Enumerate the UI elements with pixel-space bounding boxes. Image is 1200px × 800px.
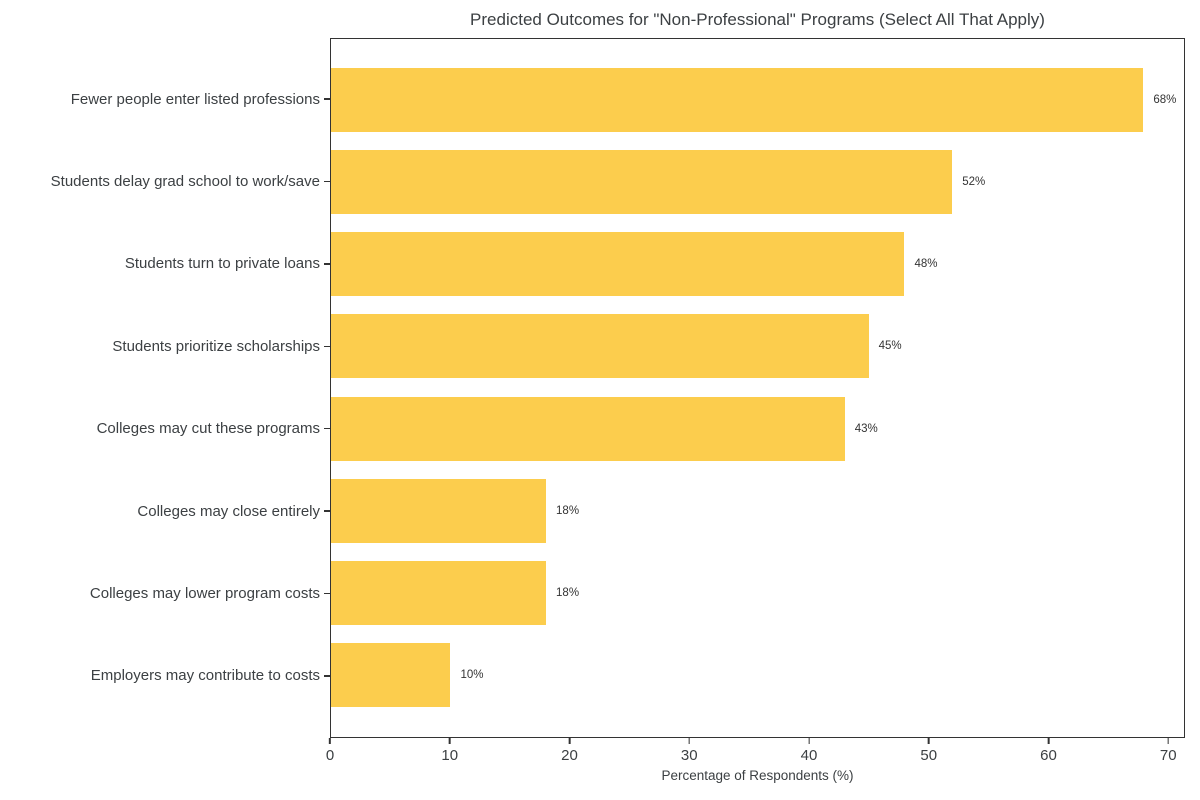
bar-row: 45%	[331, 305, 1184, 387]
x-tick-mark	[1047, 738, 1050, 744]
x-tick: 0	[326, 738, 334, 764]
category-label: Colleges may close entirely	[137, 502, 320, 520]
category-label: Students delay grad school to work/save	[50, 173, 320, 191]
bar-row: 10%	[331, 634, 1184, 716]
y-category-cell: Employers may contribute to costs	[0, 635, 330, 717]
bar	[331, 314, 869, 379]
plot-area: 68% 52% 48% 45% 43% 18% 18% 10%	[330, 38, 1185, 738]
bar	[331, 642, 451, 707]
y-category-cell: Fewer people enter listed professions	[0, 58, 330, 140]
bar-row: 52%	[331, 141, 1184, 223]
y-category-cell: Colleges may close entirely	[0, 470, 330, 552]
y-category-cell: Colleges may lower program costs	[0, 552, 330, 634]
value-label: 10%	[460, 668, 484, 681]
category-label: Students prioritize scholarships	[112, 337, 320, 355]
bar	[331, 560, 547, 625]
y-tick-mark	[324, 180, 330, 183]
value-label: 52%	[962, 176, 986, 189]
x-tick-label: 30	[680, 747, 698, 764]
x-axis-label: Percentage of Respondents (%)	[661, 768, 854, 783]
category-label: Colleges may cut these programs	[96, 420, 320, 438]
x-tick-mark	[449, 738, 451, 744]
x-tick-mark	[329, 738, 331, 744]
y-tick-mark	[324, 263, 330, 265]
value-label: 45%	[878, 340, 902, 353]
x-tick-label: 10	[441, 747, 459, 764]
bar	[331, 150, 953, 215]
y-axis-category-labels: Fewer people enter listed professions Stu…	[0, 38, 330, 738]
y-category-cell: Students prioritize scholarships	[0, 305, 330, 387]
bar	[331, 68, 1144, 133]
x-tick-mark	[568, 738, 571, 744]
x-tick-label: 0	[325, 747, 335, 764]
value-label: 43%	[854, 422, 878, 435]
x-tick: 40	[800, 738, 818, 764]
value-label: 68%	[1153, 94, 1177, 107]
y-tick-mark	[324, 427, 330, 430]
category-label: Students turn to private loans	[124, 255, 320, 273]
bar	[331, 478, 547, 543]
value-label: 48%	[914, 258, 938, 271]
bar-row: 48%	[331, 223, 1184, 305]
bar-row: 68%	[331, 59, 1184, 141]
y-tick-mark	[324, 675, 330, 677]
bar	[331, 232, 905, 297]
y-category-cell: Students delay grad school to work/save	[0, 140, 330, 222]
y-tick-mark	[324, 98, 330, 100]
x-tick-label: 70	[1159, 747, 1177, 764]
category-label: Employers may contribute to costs	[90, 667, 320, 685]
x-tick-label: 20	[561, 747, 578, 764]
y-tick-mark	[324, 510, 330, 512]
category-label: Colleges may lower program costs	[89, 584, 320, 602]
value-label: 18%	[556, 504, 580, 517]
x-axis-ticks: 0 10 20 30 40 50 60 70	[326, 738, 1185, 778]
y-tick-mark	[324, 345, 330, 347]
bar	[331, 396, 845, 461]
x-tick-mark	[688, 738, 690, 744]
y-tick-mark	[324, 592, 330, 595]
category-label: Fewer people enter listed professions	[70, 90, 320, 108]
x-tick: 10	[441, 738, 458, 764]
x-tick: 50	[920, 738, 937, 764]
x-tick: 70	[1160, 738, 1177, 764]
bar-row: 18%	[331, 470, 1184, 552]
x-tick-label: 40	[800, 747, 818, 764]
bar-row: 18%	[331, 552, 1184, 634]
x-tick-mark	[1167, 738, 1169, 744]
x-tick-label: 50	[920, 747, 938, 764]
y-category-cell: Students turn to private loans	[0, 223, 330, 305]
x-tick-mark	[808, 738, 810, 744]
bar-rows: 68% 52% 48% 45% 43% 18% 18% 10%	[331, 39, 1184, 737]
x-tick: 30	[681, 738, 698, 764]
x-tick-label: 60	[1040, 747, 1057, 764]
x-tick: 20	[561, 738, 578, 764]
bar-row: 43%	[331, 388, 1184, 470]
y-category-cell: Colleges may cut these programs	[0, 388, 330, 470]
x-tick-mark	[928, 738, 930, 744]
chart-title: Predicted Outcomes for "Non-Professional…	[470, 10, 1045, 29]
x-tick: 60	[1040, 738, 1057, 764]
value-label: 18%	[556, 586, 580, 599]
